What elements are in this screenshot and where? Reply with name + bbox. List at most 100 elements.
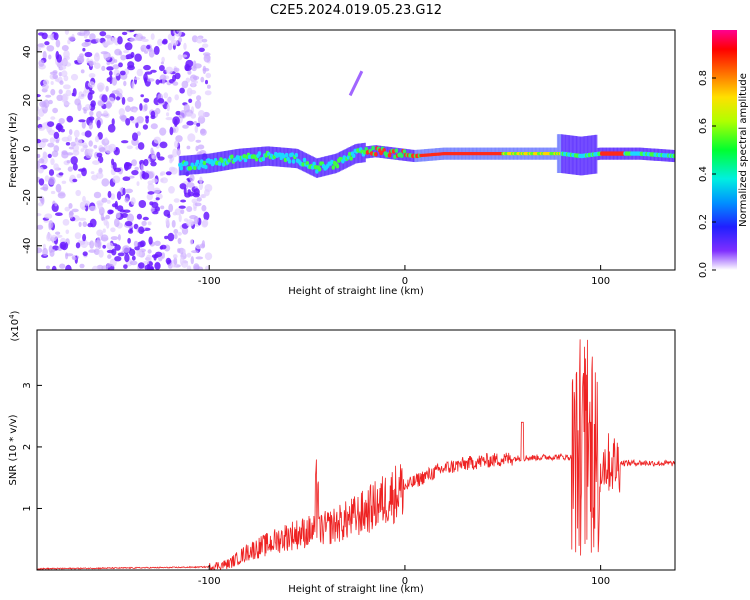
- noise-blob: [126, 213, 134, 223]
- noise-blob: [195, 139, 202, 143]
- noise-blob: [203, 53, 211, 63]
- noise-blob: [201, 38, 208, 43]
- colorbar-label: Normalized spectral amplitude: [738, 73, 749, 227]
- ridge-core: [335, 164, 340, 169]
- noise-blob: [97, 202, 103, 210]
- noise-blob: [68, 203, 73, 209]
- noise-blob: [136, 181, 140, 187]
- noise-blob: [37, 160, 40, 170]
- noise-blob: [165, 66, 174, 75]
- noise-blob: [68, 36, 76, 41]
- snr-content: [37, 339, 675, 570]
- noise-blob: [101, 216, 106, 221]
- noise-blob: [37, 138, 42, 144]
- noise-blob: [129, 260, 138, 266]
- noise-blob: [103, 110, 108, 115]
- noise-blob: [179, 256, 184, 266]
- noise-blob: [151, 178, 158, 183]
- spectrogram-panel: -100 0 100 -40 -20 0 20 40 Height of straight l…: [8, 29, 676, 297]
- noise-blob: [196, 122, 201, 127]
- noise-blob: [94, 135, 100, 143]
- noise-blob: [175, 135, 183, 143]
- noise-blob: [55, 183, 62, 193]
- noise-blob: [183, 42, 187, 51]
- x-tick-label: 100: [591, 276, 610, 287]
- noise-blob: [61, 45, 69, 51]
- noise-blob: [66, 160, 71, 164]
- noise-blob: [165, 171, 172, 176]
- noise-blob: [105, 214, 110, 220]
- noise-blob: [182, 248, 186, 256]
- noise-blob: [156, 151, 161, 159]
- noise-blob: [120, 54, 127, 61]
- noise-blob: [181, 54, 188, 58]
- noise-blob: [135, 121, 139, 129]
- noise-blob: [147, 249, 152, 254]
- noise-blob: [128, 248, 136, 256]
- noise-blob: [48, 176, 56, 186]
- noise-blob: [72, 256, 77, 261]
- ridge-core: [347, 151, 352, 157]
- noise-blob: [140, 94, 144, 98]
- noise-blob: [131, 170, 139, 176]
- noise-blob: [200, 128, 207, 136]
- ridge-core: [393, 154, 397, 159]
- noise-blob: [72, 178, 78, 183]
- noise-blob: [57, 192, 66, 199]
- noise-blob: [142, 260, 150, 265]
- noise-blob: [138, 262, 145, 269]
- noise-blob: [56, 234, 63, 238]
- ridge-core: [282, 154, 286, 159]
- noise-blob: [193, 265, 200, 270]
- noise-blob: [160, 177, 168, 184]
- noise-blob: [104, 137, 109, 144]
- noise-blob: [96, 82, 105, 91]
- noise-blob: [88, 122, 93, 130]
- noise-blob: [185, 65, 192, 71]
- noise-blob: [107, 209, 113, 215]
- noise-blob: [93, 144, 98, 149]
- noise-blob: [52, 70, 58, 74]
- noise-blob: [48, 169, 55, 176]
- noise-blob: [124, 197, 129, 203]
- noise-blob: [122, 209, 131, 213]
- noise-blob: [48, 222, 52, 230]
- noise-blob: [61, 180, 67, 184]
- noise-blob: [134, 246, 140, 251]
- ridge-core: [310, 165, 315, 170]
- noise-blob: [131, 159, 138, 167]
- noise-blob: [167, 232, 175, 242]
- noise-blob: [68, 210, 74, 219]
- noise-blob: [105, 101, 112, 109]
- noise-blob: [117, 252, 125, 257]
- noise-blob: [164, 235, 169, 240]
- noise-blob: [51, 234, 57, 242]
- noise-blob: [80, 69, 85, 74]
- noise-blob: [174, 72, 181, 80]
- noise-blob: [125, 118, 131, 126]
- ridge-core: [261, 156, 266, 162]
- noise-blob: [127, 237, 131, 244]
- noise-blob: [188, 98, 193, 104]
- noise-blob: [96, 119, 101, 129]
- noise-blob: [174, 140, 179, 148]
- noise-blob: [173, 233, 178, 240]
- ridge-core: [221, 162, 226, 167]
- ridge-core: [290, 152, 295, 157]
- x-tick-label: -100: [198, 276, 221, 287]
- noise-blob: [202, 219, 209, 227]
- noise-blob: [187, 133, 196, 142]
- colorbar-tick-label: 0.6: [698, 118, 709, 134]
- noise-blob: [122, 245, 130, 253]
- noise-blob: [146, 254, 152, 262]
- noise-blob: [65, 264, 72, 270]
- noise-blob: [124, 221, 133, 227]
- noise-blob: [52, 73, 58, 80]
- noise-blob: [176, 148, 181, 156]
- noise-blob: [195, 36, 203, 44]
- noise-blob: [133, 240, 139, 248]
- noise-blob: [186, 145, 191, 150]
- noise-blob: [123, 264, 128, 269]
- noise-blob: [106, 199, 111, 204]
- noise-blob: [63, 84, 71, 90]
